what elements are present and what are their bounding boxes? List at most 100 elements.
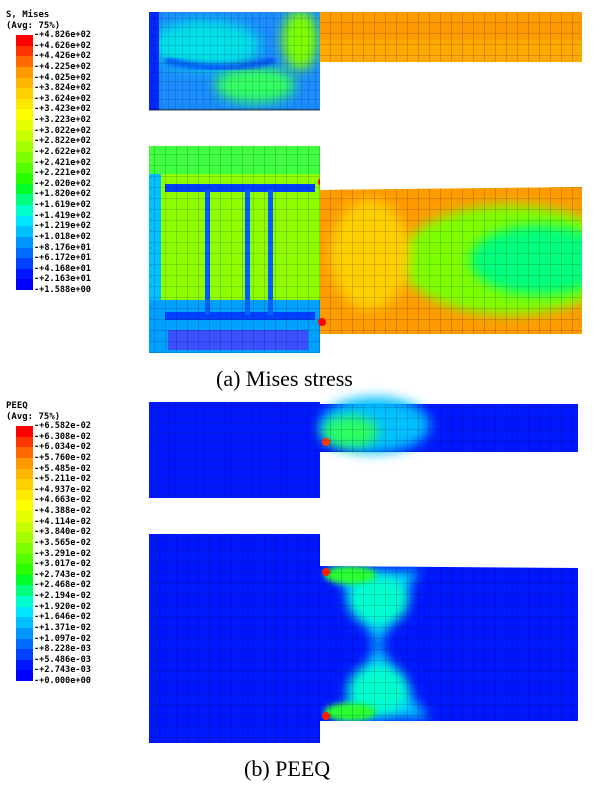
peeq-swatch	[16, 553, 33, 565]
peeq-swatch	[16, 627, 33, 639]
mises-swatch	[16, 205, 33, 216]
mises-swatch	[16, 141, 33, 152]
peeq-swatch	[16, 596, 33, 607]
peeq-caption: (b) PEEQ	[244, 756, 331, 781]
mises-legend-subtitle: (Avg: 75%)	[6, 21, 61, 31]
peeq-swatch	[16, 659, 33, 671]
peeq-swatch	[16, 521, 33, 533]
mises-legend-label: -+1.219e+02	[34, 221, 91, 232]
mises-legend-label: -+2.020e+02	[34, 178, 91, 189]
peeq-legend-label: -+1.097e-02	[34, 633, 91, 644]
peeq-swatch	[16, 542, 33, 554]
mises-legend-label: -+3.223e+02	[34, 115, 91, 125]
peeq-legend-label: -+5.485e-02	[34, 463, 91, 474]
peeq-legend-label: -+1.920e-02	[34, 601, 91, 612]
mises-legend-label: -+4.168e+01	[34, 263, 91, 274]
peeq-swatch	[16, 426, 33, 437]
mises-legend-label: -+2.421e+02	[34, 157, 91, 168]
mises-swatch	[16, 45, 33, 57]
mises-legend-label: -+6.172e+01	[34, 253, 91, 264]
mises-legend-label: -+8.176e+01	[34, 242, 91, 253]
peeq-swatch	[16, 606, 33, 618]
peeq-swatch	[16, 468, 33, 480]
peeq-legend-label: -+5.760e-02	[34, 452, 91, 463]
mises-legend-label: -+4.025e+02	[34, 72, 91, 83]
mises-legend-label: -+1.419e+02	[34, 210, 91, 221]
mises-upper-model	[149, 12, 582, 111]
peeq-legend-label: -+0.000e+00	[34, 676, 91, 686]
mises-swatch	[16, 56, 33, 67]
peeq-legend-label: -+1.646e-02	[34, 612, 91, 623]
peeq-legend-label: -+2.194e-02	[34, 591, 91, 601]
peeq-legend: PEEQ (Avg: 75%) -+6.582e-02 -+6.308e-02 -+…	[6, 401, 91, 686]
mises-legend-label: -+3.022e+02	[34, 125, 91, 136]
mises-legend-title: S, Mises	[6, 10, 50, 20]
peeq-legend-label: -+6.034e-02	[34, 442, 91, 453]
peeq-swatch	[16, 511, 33, 522]
mises-legend: S, Mises (Avg: 75%) -+4.826e+02 -+4.626e+…	[6, 10, 91, 295]
mises-swatch	[16, 109, 33, 120]
mises-legend-label: -+4.826e+02	[34, 30, 91, 40]
peeq-legend-title: PEEQ	[6, 401, 28, 411]
mises-swatch	[16, 226, 33, 237]
peeq-swatch	[16, 500, 33, 511]
mises-swatch	[16, 279, 33, 290]
peeq-swatch	[16, 649, 33, 660]
mises-legend-label: -+3.624e+02	[34, 93, 91, 104]
mises-legend-label: -+4.626e+02	[34, 40, 91, 51]
peeq-swatch	[16, 489, 33, 501]
peeq-swatch	[16, 574, 33, 586]
mises-legend-label: -+1.018e+02	[34, 231, 91, 242]
mises-legend-label: -+2.622e+02	[34, 146, 91, 157]
peeq-legend-scale: -+6.582e-02 -+6.308e-02 -+6.034e-02 -+5.760…	[6, 422, 91, 686]
mises-color-bar	[16, 35, 33, 290]
mises-swatch	[16, 130, 33, 142]
mises-swatch	[16, 268, 33, 280]
mises-swatch	[16, 162, 33, 174]
mises-legend-label: -+2.221e+02	[34, 168, 91, 179]
mises-caption: (a) Mises stress	[216, 366, 353, 391]
mises-legend-label: -+1.820e+02	[34, 189, 91, 200]
peeq-legend-label: -+2.743e-02	[34, 569, 91, 580]
mises-swatch	[16, 258, 33, 269]
peeq-legend-label: -+4.663e-02	[34, 495, 91, 506]
mises-legend-label: -+4.225e+02	[34, 61, 91, 72]
mises-legend-label: -+2.163e+01	[34, 274, 91, 285]
mises-swatch	[16, 215, 33, 227]
peeq-swatch	[16, 670, 33, 681]
peeq-swatch	[16, 638, 33, 650]
peeq-legend-label: -+3.017e-02	[34, 559, 91, 570]
peeq-swatch	[16, 479, 33, 490]
mises-legend-label: -+2.822e+02	[34, 136, 91, 147]
mises-swatch	[16, 77, 33, 89]
peeq-legend-label: -+4.937e-02	[34, 484, 91, 495]
peeq-legend-label: -+2.468e-02	[34, 580, 91, 591]
mises-swatch	[16, 247, 33, 259]
mises-swatch	[16, 98, 33, 110]
mises-legend-label: -+3.824e+02	[34, 83, 91, 94]
peeq-lower-model	[149, 534, 578, 743]
peeq-swatch	[16, 532, 33, 543]
peeq-swatch	[16, 447, 33, 458]
peeq-legend-label: -+5.211e-02	[34, 474, 91, 485]
peeq-legend-label: -+3.840e-02	[34, 527, 91, 538]
mises-swatch	[16, 120, 33, 131]
mises-legend-label: -+4.426e+02	[34, 51, 91, 62]
mises-swatch	[16, 88, 33, 99]
peeq-swatch	[16, 617, 33, 628]
mises-swatch	[16, 66, 33, 78]
peeq-legend-label: -+5.486e-03	[34, 654, 91, 665]
peeq-legend-label: -+4.114e-02	[34, 516, 91, 527]
mises-swatch	[16, 194, 33, 205]
peeq-swatch	[16, 457, 33, 469]
peeq-color-bar	[16, 426, 33, 681]
peeq-swatch	[16, 585, 33, 596]
peeq-legend-label: -+1.371e-02	[34, 622, 91, 633]
peeq-legend-label: -+4.388e-02	[34, 506, 91, 516]
mises-swatch	[16, 236, 33, 248]
peeq-legend-label: -+6.308e-02	[34, 431, 91, 442]
peeq-legend-subtitle: (Avg: 75%)	[6, 412, 61, 422]
mises-legend-label: -+1.588e+00	[34, 285, 91, 295]
mises-legend-label: -+3.423e+02	[34, 104, 91, 115]
